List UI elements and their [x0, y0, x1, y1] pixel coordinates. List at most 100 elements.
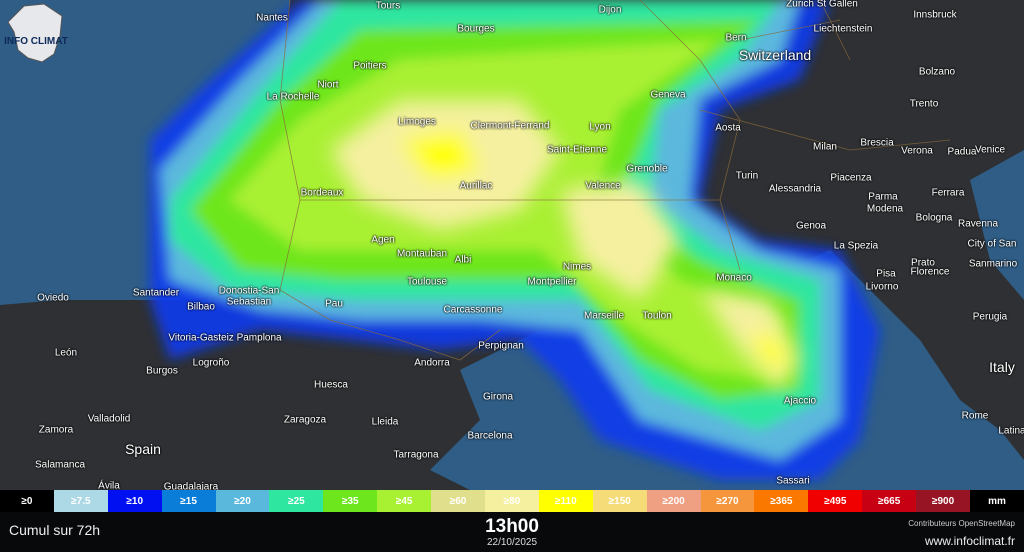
legend-item: ≥60: [431, 490, 486, 512]
city-label: Toulon: [642, 310, 672, 322]
city-label: Nimes: [562, 261, 592, 273]
city-label: Ávila: [98, 480, 120, 491]
city-label: Bern: [725, 32, 747, 44]
legend-item: ≥900: [916, 490, 971, 512]
legend-item: ≥665: [862, 490, 917, 512]
city-label: Santander: [132, 287, 180, 299]
legend-item: ≥200: [646, 490, 701, 512]
legend-item: ≥270: [700, 490, 755, 512]
time-label: 13h00: [485, 516, 539, 537]
city-label: Geneva: [650, 89, 686, 101]
city-label: Marseille: [583, 310, 625, 322]
city-label: Turin: [735, 170, 759, 182]
legend-item: ≥7.5: [53, 490, 108, 512]
infoclimat-logo[interactable]: INFO CLIMAT: [4, 2, 68, 66]
city-label: Switzerland: [738, 47, 812, 63]
city-label: Carcassonne: [443, 304, 503, 316]
city-label: City of San: [967, 238, 1017, 250]
france-map-logo-icon: INFO CLIMAT: [4, 3, 68, 63]
city-label: Genoa: [795, 220, 827, 232]
city-label: Sassari: [776, 475, 810, 487]
city-label: Padua: [947, 146, 977, 158]
city-label: Bologna: [915, 212, 953, 224]
city-label: Spain: [125, 441, 161, 457]
city-label: Lleida: [371, 416, 399, 428]
city-label: Montauban: [396, 248, 448, 260]
city-label: Piacenza: [830, 172, 872, 184]
city-label: Trento: [909, 98, 939, 110]
city-label: Brescia: [860, 137, 894, 149]
date-label: 22/10/2025: [486, 537, 538, 548]
city-label: Sanmarino: [968, 258, 1018, 270]
city-label: Guadalajara: [163, 481, 219, 491]
precipitation-map[interactable]: INFO CLIMAT Nantes Tours Bourges Dijon Zuric…: [0, 0, 1024, 490]
city-label: Ajaccio: [783, 395, 817, 407]
city-label: Verona: [901, 145, 933, 157]
layer-title: Cumul sur 72h: [9, 522, 101, 538]
city-label: Aurillac: [459, 180, 493, 192]
city-label: Clermont-Ferrand: [470, 120, 550, 132]
city-label: Milan: [813, 141, 837, 153]
city-label: Zaragoza: [283, 414, 327, 426]
city-label: Girona: [482, 391, 514, 403]
city-label: Burgos: [146, 365, 178, 377]
city-label: Liechtenstein: [813, 23, 873, 35]
legend-item: ≥45: [377, 490, 432, 512]
city-label: Monaco: [716, 272, 752, 284]
legend-item: ≥35: [323, 490, 378, 512]
legend-item: ≥365: [754, 490, 809, 512]
city-label: Perugia: [972, 311, 1008, 323]
city-label: Grenoble: [626, 163, 668, 175]
legend-item: ≥150: [592, 490, 647, 512]
city-label: Sebastian: [226, 296, 272, 308]
city-label: Bolzano: [918, 66, 956, 78]
city-label: Tarragona: [393, 449, 439, 461]
city-label: Tours: [375, 0, 401, 12]
city-label: Bilbao: [187, 301, 215, 313]
city-label: Modena: [866, 203, 904, 215]
legend-item: ≥0: [0, 490, 54, 512]
city-label: Niort: [317, 79, 339, 91]
city-label: Alessandria: [768, 183, 822, 195]
city-label: Ravenna: [957, 218, 999, 230]
legend-item: ≥20: [215, 490, 270, 512]
city-label: Donostia-San: [218, 285, 280, 297]
city-label: Aosta: [715, 122, 741, 134]
legend-item: ≥80: [485, 490, 539, 512]
city-label: Prato: [911, 257, 935, 269]
map-layers: [0, 0, 1024, 490]
legend-item: ≥15: [161, 490, 216, 512]
precipitation-legend: ≥0 ≥7.5 ≥10 ≥15 ≥20 ≥25 ≥35 ≥45 ≥60 ≥80 ≥110 ≥150 ≥2…: [0, 490, 1024, 512]
site-url[interactable]: www.infoclimat.fr: [924, 534, 1015, 548]
legend-item: ≥10: [107, 490, 162, 512]
city-label: Parma: [868, 191, 898, 203]
city-label: Livorno: [865, 281, 899, 293]
legend-item: ≥25: [269, 490, 324, 512]
city-label: Oviedo: [37, 292, 69, 304]
city-label: Rome: [961, 410, 989, 422]
city-label: Venice: [974, 144, 1006, 156]
city-label: Florence: [910, 266, 950, 278]
city-label: Dijon: [598, 4, 622, 16]
city-label: Toulouse: [406, 276, 448, 288]
city-label: Salamanca: [34, 459, 86, 471]
legend-item: ≥110: [538, 490, 593, 512]
city-label: Ferrara: [931, 187, 965, 199]
city-label: Agen: [371, 234, 395, 246]
legend-item: ≥495: [808, 490, 863, 512]
city-label: Andorra: [414, 357, 450, 369]
city-label: Latina: [998, 425, 1024, 437]
city-label: Albi: [454, 254, 472, 266]
city-label: Montpellier: [527, 276, 577, 288]
borders: [279, 0, 951, 361]
attribution[interactable]: Contributeurs OpenStreetMap: [908, 519, 1015, 528]
sea-adriatic: [970, 150, 1024, 300]
city-label: Zamora: [38, 424, 74, 436]
city-label: La Spezia: [833, 240, 879, 252]
city-label: Valence: [585, 180, 621, 192]
legend-item: mm: [970, 490, 1024, 512]
city-label: Bordeaux: [300, 187, 344, 199]
city-label: Vitoria-Gasteiz Pamplona: [168, 332, 282, 344]
city-label: Saint-Etienne: [546, 144, 608, 156]
city-label: Limoges: [398, 116, 436, 128]
